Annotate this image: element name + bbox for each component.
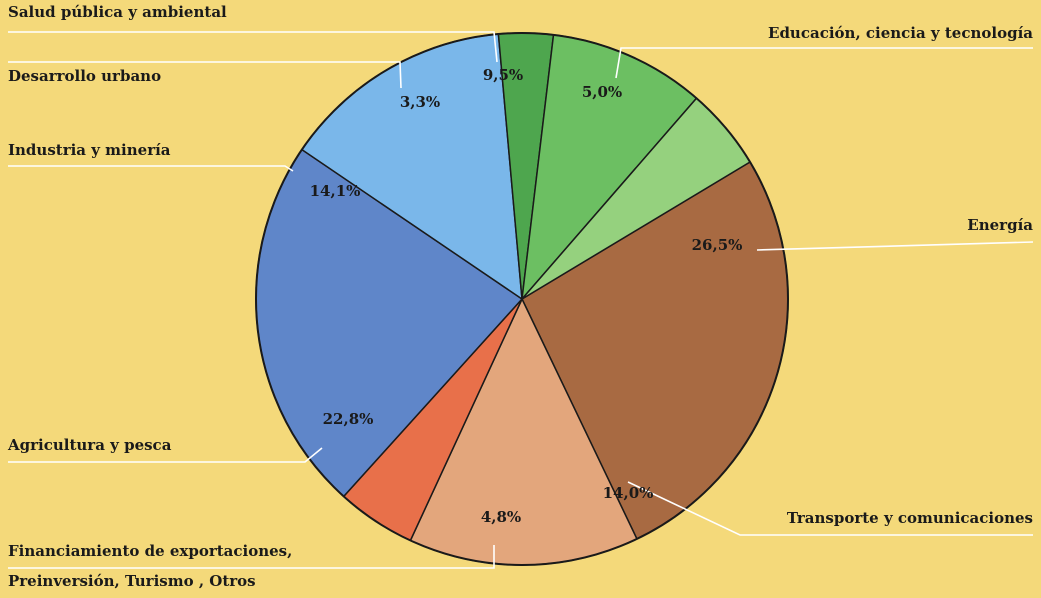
category-label-energia: Energía	[967, 216, 1033, 234]
category-label-desarrollo: Desarrollo urbano	[8, 67, 161, 85]
percentage-label-industria: 14,1%	[310, 182, 361, 200]
pie-slices	[255, 32, 789, 566]
percentage-label-agricultura: 22,8%	[323, 410, 374, 428]
category-label-transporte: Transporte y comunicaciones	[787, 509, 1033, 527]
leader-line-educacion	[615, 47, 1033, 79]
leader-line-industria	[8, 165, 294, 172]
leader-line-financiamiento	[8, 545, 495, 569]
percentage-label-educacion: 5,0%	[582, 83, 622, 101]
leader-lines	[8, 31, 1034, 569]
percentage-label-transporte: 14,0%	[603, 484, 654, 502]
leader-line-desarrollo	[8, 61, 402, 89]
category-label-financiamiento-line-2: Preinversión, Turismo , Otros	[8, 572, 256, 590]
category-label-agricultura: Agricultura y pesca	[7, 436, 172, 454]
percentage-labels: 26,5% 14,0% 4,8% 22,8% 14,1% 3,3% 9,5% 5,0%	[310, 66, 743, 526]
percentage-label-financiamiento: 4,8%	[481, 508, 521, 526]
category-label-educacion: Educación, ciencia y tecnología	[768, 24, 1033, 42]
percentage-label-desarrollo: 3,3%	[400, 93, 440, 111]
leader-line-transporte	[627, 481, 1033, 536]
percentage-label-energia: 26,5%	[692, 236, 743, 254]
category-label-salud: Salud pública y ambiental	[8, 3, 227, 21]
category-labels: Energía Transporte y comunicaciones Financ…	[7, 3, 1033, 590]
category-label-industria: Industria y minería	[8, 141, 171, 159]
pie-outline	[255, 32, 789, 566]
category-label-financiamiento-line-1: Financiamiento de exportaciones,	[8, 542, 292, 560]
leader-line-energia	[756, 241, 1034, 251]
leader-line-agricultura	[8, 447, 323, 463]
leader-line-salud	[8, 31, 498, 63]
percentage-label-salud: 9,5%	[483, 66, 523, 84]
